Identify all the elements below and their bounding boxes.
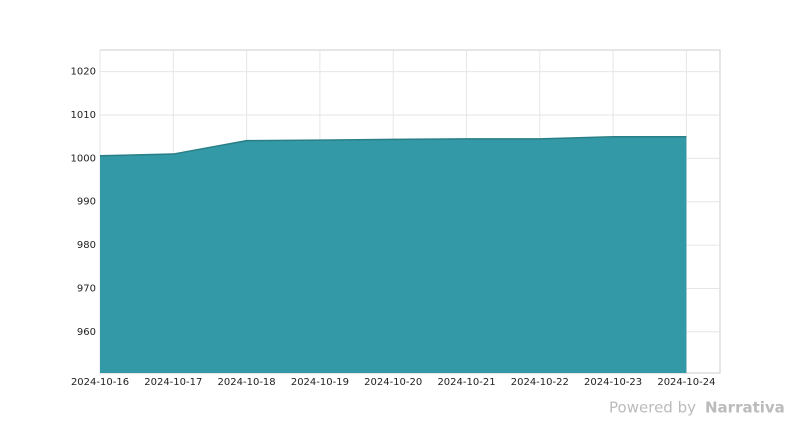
y-tick-label: 1000 [71, 153, 96, 164]
x-tick-label: 2024-10-18 [218, 377, 276, 388]
area [100, 136, 687, 373]
x-tick-label: 2024-10-23 [584, 377, 642, 388]
y-tick-label: 1010 [71, 110, 96, 121]
y-tick-label: 1020 [71, 67, 96, 78]
x-tick-label: 2024-10-16 [71, 377, 129, 388]
footer-brand: Narrativa [705, 399, 785, 417]
y-tick-label: 980 [77, 240, 96, 251]
x-tick-label: 2024-10-19 [291, 377, 349, 388]
y-tick-label: 970 [77, 283, 96, 294]
x-tick-label: 2024-10-20 [364, 377, 422, 388]
y-tick-label: 960 [77, 327, 96, 338]
x-tick-label: 2024-10-21 [437, 377, 495, 388]
footer-prefix: Powered by [609, 399, 696, 417]
y-tick-label: 990 [77, 197, 96, 208]
x-tick-label: 2024-10-24 [657, 377, 715, 388]
line [99, 135, 687, 157]
x-tick-label: 2024-10-17 [144, 377, 202, 388]
x-tick-label: 2024-10-22 [511, 377, 569, 388]
